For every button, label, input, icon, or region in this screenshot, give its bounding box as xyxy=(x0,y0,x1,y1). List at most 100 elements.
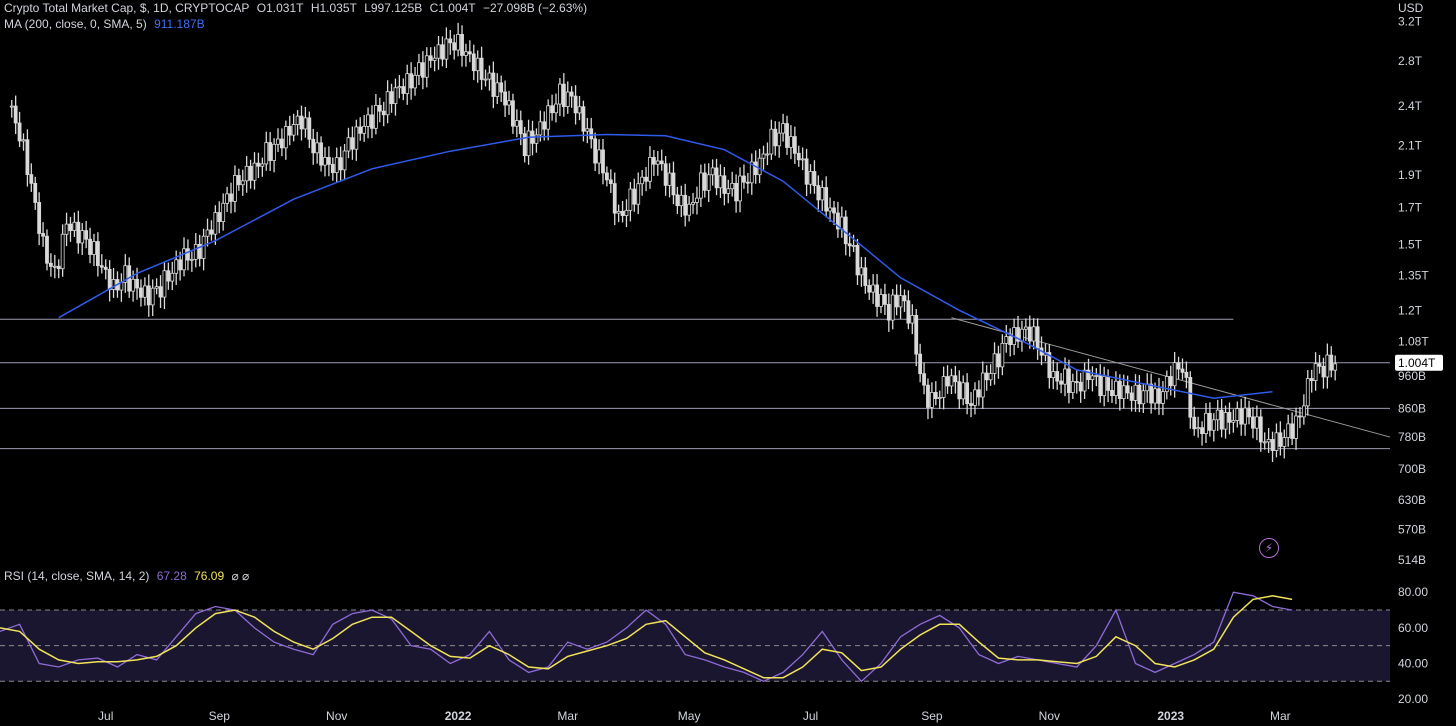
price-candle-body xyxy=(61,234,64,268)
price-candle-body xyxy=(660,161,663,164)
price-tick-label: 570B xyxy=(1398,522,1426,536)
price-candle-body xyxy=(143,286,146,297)
price-candle-body xyxy=(856,245,859,275)
price-candle-body xyxy=(104,267,107,269)
price-candle-body xyxy=(676,195,679,206)
price-candle-body xyxy=(461,34,464,55)
price-candle-body xyxy=(1220,410,1223,429)
price-candle-body xyxy=(273,144,276,160)
price-candle-body xyxy=(938,397,941,398)
price-tick-label: 2.4T xyxy=(1398,99,1423,113)
price-candle-body xyxy=(1326,355,1329,377)
price-candle-body xyxy=(292,125,295,136)
price-candle-body xyxy=(1169,376,1172,385)
price-candle-body xyxy=(1279,433,1282,447)
rsi-tick-label: 80.00 xyxy=(1398,585,1428,599)
price-candle-body xyxy=(1095,375,1098,376)
price-tick-label: 960B xyxy=(1398,369,1426,383)
price-candle-body xyxy=(934,392,937,398)
price-candle-body xyxy=(586,129,589,131)
price-candle-body xyxy=(864,268,867,286)
price-tick-label: 2.8T xyxy=(1398,54,1423,68)
price-candle-body xyxy=(970,404,973,406)
price-candle-body xyxy=(907,301,910,323)
close-value: C1.004T xyxy=(430,1,476,15)
price-candle-body xyxy=(359,127,362,133)
time-tick-label: May xyxy=(678,709,701,723)
price-candle-body xyxy=(1009,337,1012,345)
price-candle-body xyxy=(327,157,330,164)
price-candle-body xyxy=(774,129,777,146)
price-candle-body xyxy=(277,139,280,144)
price-candle-body xyxy=(316,143,319,153)
price-candle-body xyxy=(613,184,616,214)
price-candle-body xyxy=(1052,372,1055,378)
price-candle-body xyxy=(703,173,706,190)
lightning-icon[interactable]: ⚡ xyxy=(1259,538,1279,558)
price-candle-body xyxy=(656,161,659,164)
price-candle-body xyxy=(578,107,581,113)
price-candle-body xyxy=(351,138,354,149)
price-candle-body xyxy=(1185,372,1188,377)
price-candle-body xyxy=(742,176,745,182)
price-candle-body xyxy=(668,173,671,185)
price-candle-body xyxy=(989,374,992,380)
price-candle-body xyxy=(202,236,205,258)
ma-label: MA (200, close, 0, SMA, 5) xyxy=(4,17,147,31)
price-candle-body xyxy=(966,383,969,404)
price-candle-body xyxy=(433,58,436,60)
price-candle-body xyxy=(245,166,248,180)
time-tick-label: Sep xyxy=(209,709,231,723)
price-candle-body xyxy=(183,249,186,270)
price-candle-body xyxy=(570,92,573,96)
price-candle-body xyxy=(378,105,381,111)
price-candle-body xyxy=(1181,369,1184,372)
price-candle-body xyxy=(1107,377,1110,391)
price-candle-body xyxy=(684,195,687,215)
price-candle-body xyxy=(320,143,323,165)
price-candle-body xyxy=(699,173,702,198)
price-candle-body xyxy=(1228,412,1231,422)
ma-value: 911.187B xyxy=(154,17,205,31)
price-candle-body xyxy=(923,374,926,386)
price-candle-body xyxy=(692,202,695,204)
price-candle-body xyxy=(645,177,648,181)
price-candle-body xyxy=(214,213,217,235)
price-candle-body xyxy=(915,315,918,354)
price-tick-label: 860B xyxy=(1398,401,1426,415)
price-candle-body xyxy=(852,245,855,246)
price-candle-body xyxy=(1075,382,1078,383)
price-candle-body xyxy=(1283,438,1286,447)
price-candle-body xyxy=(590,129,593,139)
price-candle-body xyxy=(1302,406,1305,417)
price-candle-body xyxy=(468,52,471,54)
price-candle-body xyxy=(1091,376,1094,380)
price-candle-body xyxy=(38,202,41,233)
price-candle-body xyxy=(958,382,961,399)
price-candle-body xyxy=(911,315,914,323)
price-candle-body xyxy=(829,208,832,211)
price-candle-body xyxy=(1099,375,1102,395)
time-tick-label: Mar xyxy=(557,709,578,723)
price-candle-body xyxy=(801,159,804,160)
price-candle-body xyxy=(1232,420,1235,422)
price-candle-body xyxy=(77,222,80,243)
price-candle-body xyxy=(891,295,894,320)
price-candle-body xyxy=(92,242,95,255)
price-candle-body xyxy=(147,286,150,305)
price-candle-body xyxy=(1001,343,1004,366)
price-candle-body xyxy=(551,106,554,113)
price-candle-body xyxy=(437,45,440,58)
price-candle-body xyxy=(946,377,949,386)
price-candle-body xyxy=(1318,364,1321,367)
price-candle-body xyxy=(981,373,984,397)
symbol-label: Crypto Total Market Cap, $, 1D, CRYPTOCA… xyxy=(4,1,249,15)
price-candle-body xyxy=(26,140,29,175)
price-candle-body xyxy=(766,154,769,155)
price-candle-body xyxy=(833,208,836,213)
price-candle-body xyxy=(770,129,773,154)
price-candle-body xyxy=(739,176,742,201)
time-tick-label: 2022 xyxy=(445,709,472,723)
price-candle-body xyxy=(1154,389,1157,403)
